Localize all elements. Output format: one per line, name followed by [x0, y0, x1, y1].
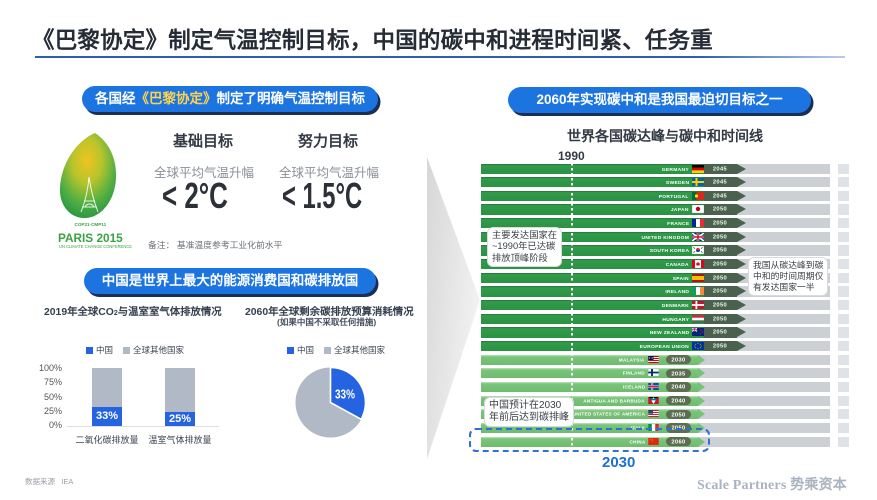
svg-text:COP21·CMP11: COP21·CMP11 — [75, 222, 107, 227]
svg-text:33%: 33% — [335, 388, 355, 402]
svg-text:PARIS 2015: PARIS 2015 — [58, 231, 123, 245]
svg-text:UN CLIMATE CHANGE CONFERENCE: UN CLIMATE CHANGE CONFERENCE — [59, 244, 132, 249]
